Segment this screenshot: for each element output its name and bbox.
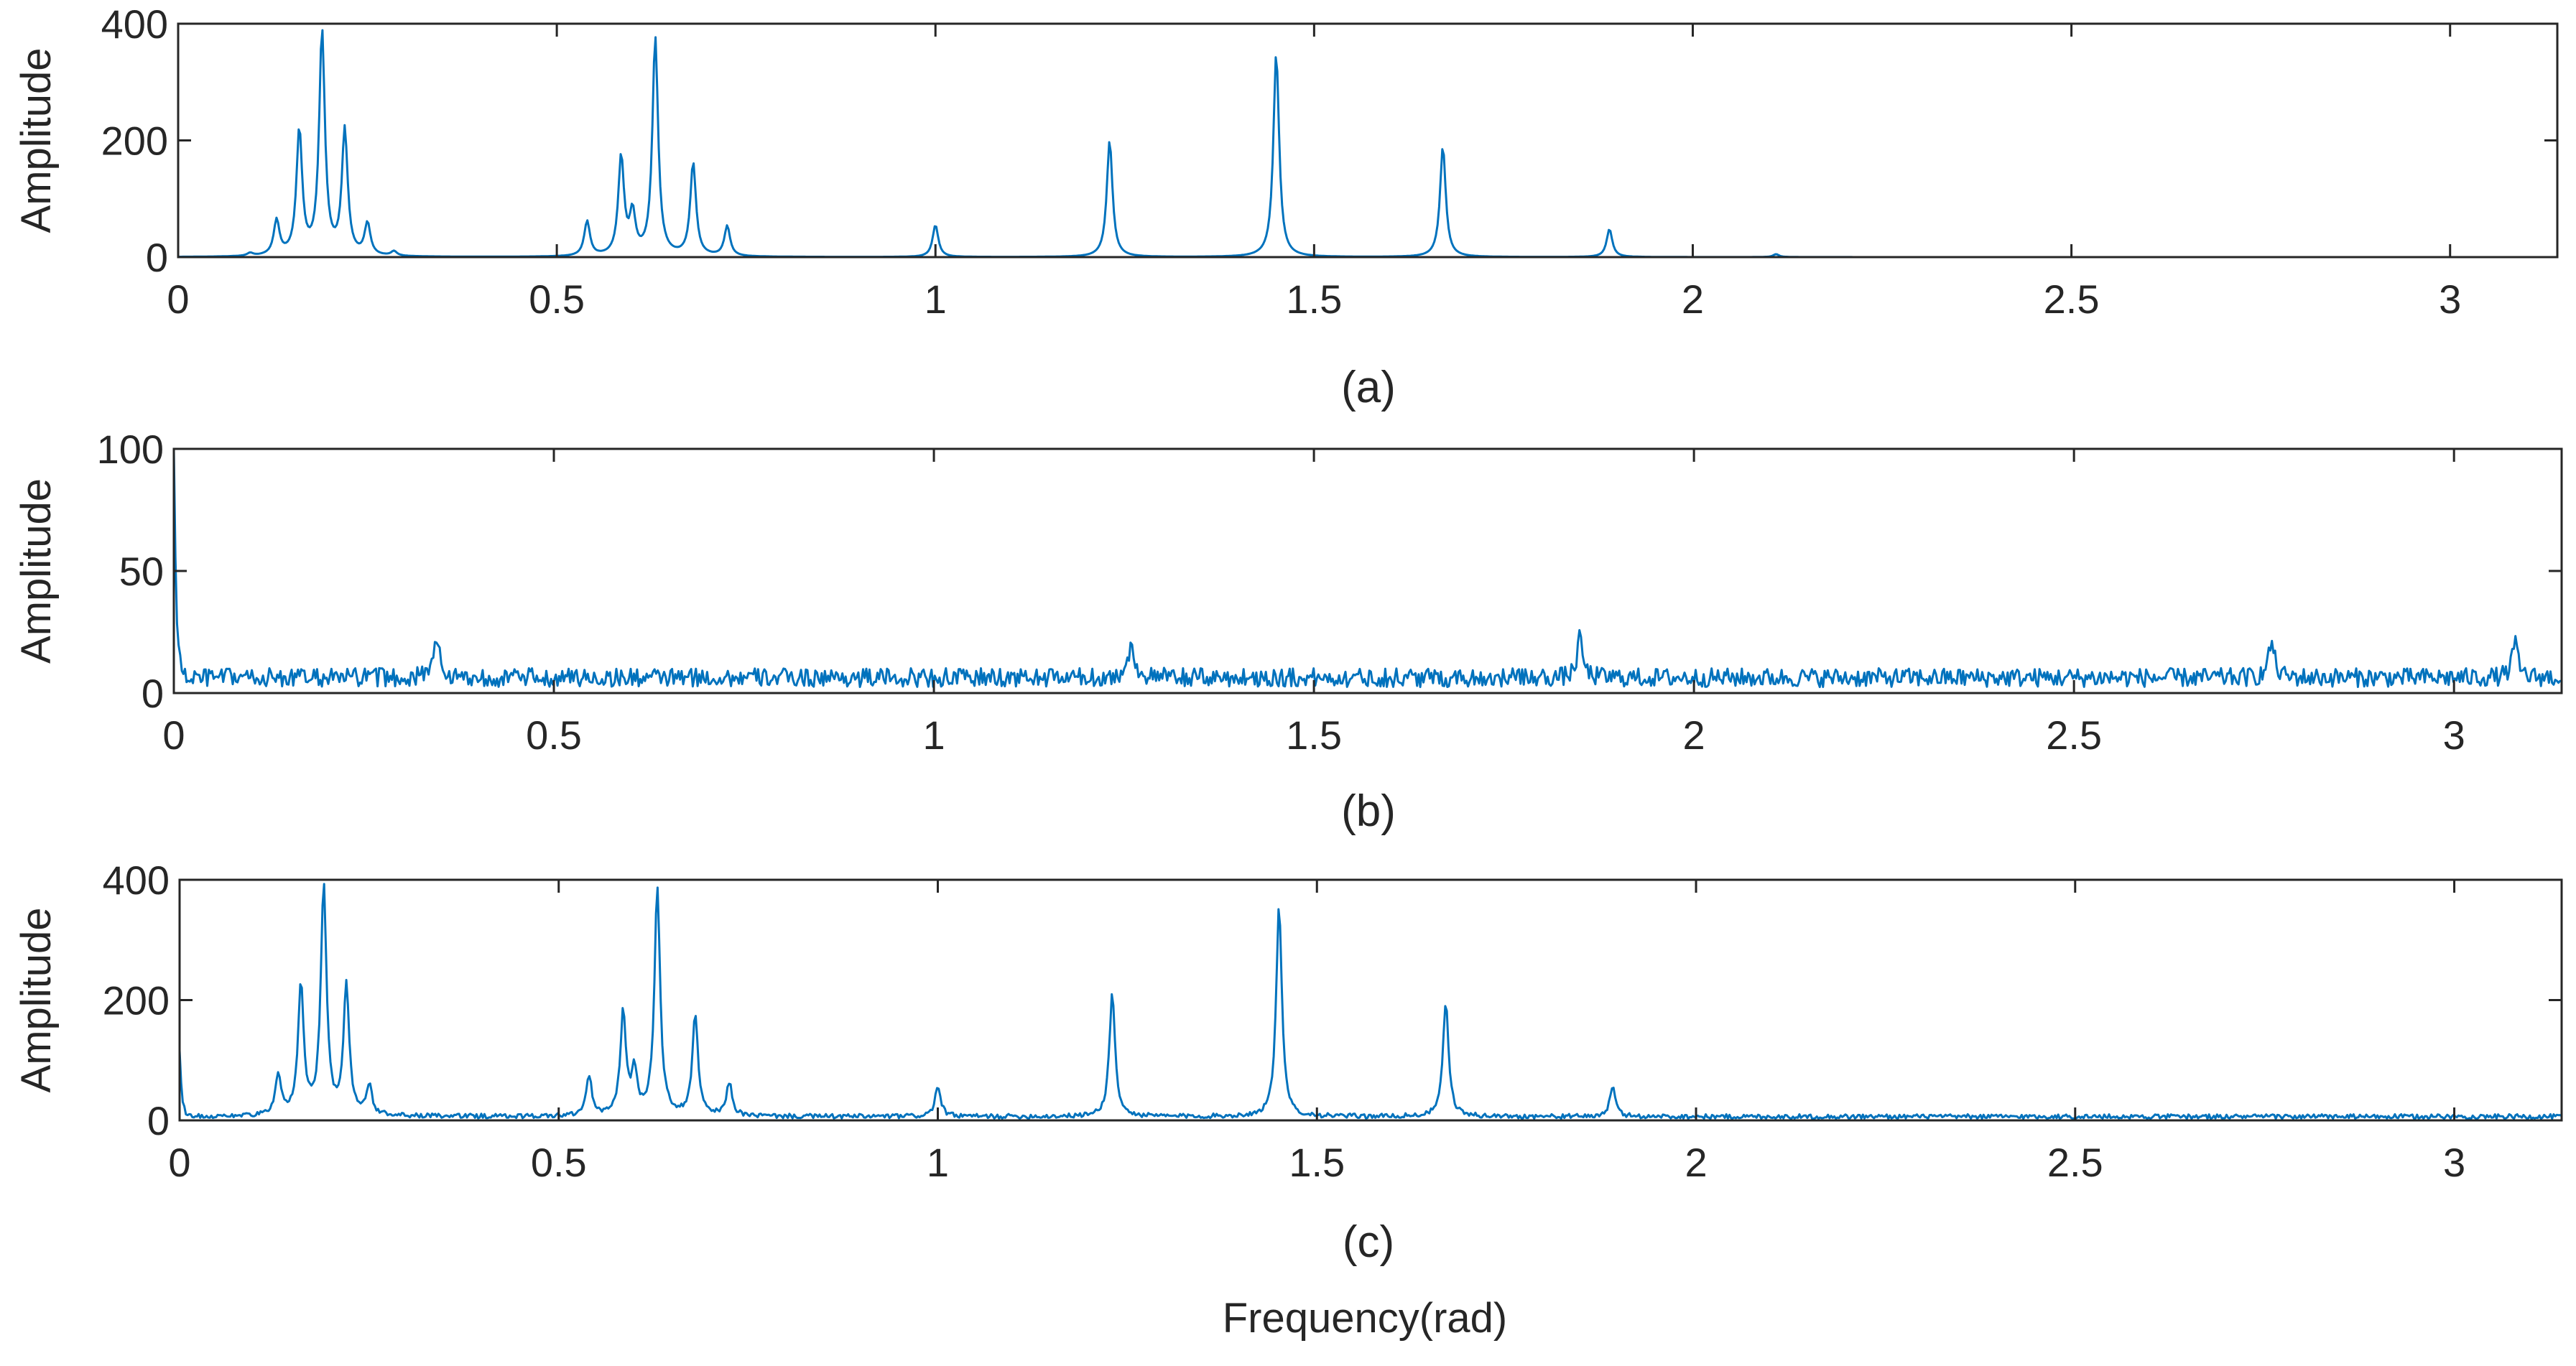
panel-label: (a) [1341,363,1396,412]
x-tick-label: 2.5 [2044,277,2100,322]
panel-c: 0 0.5 1 1.5 2 2.5 3 0 200 400 Amplitude (c) [13,858,2563,1267]
y-tick-label: 50 [119,549,164,594]
x-tick-label: 1 [925,277,947,322]
x-tick-label: 0 [168,1140,190,1185]
y-axis-label: Amplitude [13,908,60,1093]
x-tick-label: 0 [162,712,185,758]
y-tick-label: 200 [103,978,170,1023]
x-tick-label: 0.5 [529,277,585,322]
x-tick-label: 1.5 [1289,1140,1345,1185]
y-axis-label: Amplitude [13,48,60,233]
y-tick-label: 0 [142,671,164,716]
x-tick-label: 1 [927,1140,949,1185]
y-axis-label: Amplitude [13,478,60,664]
x-tick-label: 0.5 [531,1140,587,1185]
panel-label: (c) [1343,1217,1394,1267]
y-tick-label: 400 [101,1,168,47]
y-tick-label: 0 [147,1098,170,1143]
x-tick-label: 2 [1682,277,1704,322]
x-tick-label: 1.5 [1286,712,1342,758]
x-tick-label: 2 [1685,1140,1707,1185]
y-tick-label: 400 [103,858,170,903]
spectrum-line [178,883,2562,1120]
axes-frame [172,447,2563,694]
x-tick-label: 2.5 [2047,1140,2103,1185]
axes-frame [177,22,2559,259]
y-tick-label: 200 [101,119,168,164]
x-tick-label: 1.5 [1286,277,1342,322]
panel-a: 0 0.5 1 1.5 2 2.5 3 0 200 400 Amplitude (a) [13,1,2559,412]
figure-x-axis-label: Frequency(rad) [1223,1295,1507,1342]
panel-b: 0 0.5 1 1.5 2 2.5 3 0 50 100 Amplitude (b) [13,427,2563,836]
x-tick-label: 1 [922,712,945,758]
x-tick-label: 0.5 [526,712,582,758]
axes-frame [178,878,2563,1122]
y-tick-label: 0 [146,235,168,280]
x-tick-label: 2 [1683,712,1705,758]
y-tick-label: 100 [97,427,164,472]
spectrum-line [172,448,2562,689]
x-tick-label: 2.5 [2046,712,2102,758]
spectrum-line [178,29,2557,259]
x-tick-label: 3 [2443,1140,2465,1185]
panel-label: (b) [1341,786,1396,836]
x-tick-label: 3 [2439,277,2461,322]
x-tick-label: 0 [167,277,189,322]
x-tick-label: 3 [2443,712,2465,758]
